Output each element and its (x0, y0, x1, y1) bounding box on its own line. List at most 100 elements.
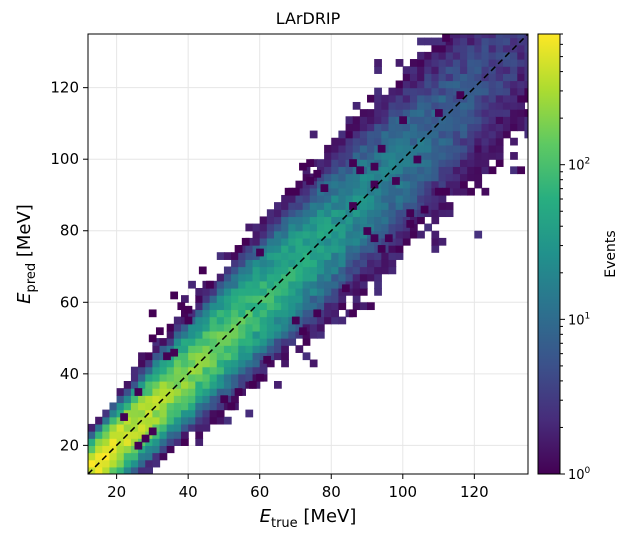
histogram-bin-outlier (392, 177, 400, 185)
histogram-bin (195, 366, 204, 375)
histogram-bin (352, 295, 361, 303)
histogram-bin (359, 173, 368, 182)
histogram-bin (402, 144, 411, 153)
histogram-bin (309, 252, 318, 260)
histogram-bin (488, 51, 497, 60)
histogram-bin (302, 216, 311, 225)
histogram-bin-outlier (120, 413, 128, 421)
histogram-bin (145, 466, 153, 474)
histogram-bin (467, 173, 475, 182)
histogram-bin (259, 330, 268, 339)
histogram-bin (524, 73, 528, 82)
histogram-bin-outlier (148, 334, 157, 343)
histogram-bin (488, 109, 497, 117)
histogram-bin (231, 287, 239, 296)
histogram-bin (288, 302, 297, 311)
histogram-bin (460, 130, 468, 139)
histogram-bin (331, 245, 339, 253)
histogram-bin (259, 295, 268, 303)
histogram-bin (374, 194, 382, 203)
histogram-bin (316, 330, 325, 339)
histogram-bin (173, 409, 182, 418)
histogram-bin (309, 287, 318, 296)
histogram-bin (438, 137, 447, 146)
histogram-bin (488, 101, 497, 110)
histogram-bin (417, 51, 425, 60)
histogram-bin (338, 194, 347, 203)
histogram-bin (309, 216, 318, 225)
histogram-bin (395, 252, 404, 260)
histogram-bin (495, 130, 504, 139)
histogram-bin (381, 180, 390, 189)
histogram-bin (331, 159, 339, 167)
histogram-bin (374, 101, 382, 110)
histogram-bin (517, 94, 526, 103)
histogram-bin (417, 173, 425, 182)
histogram-bin (388, 259, 397, 268)
histogram-bin (95, 452, 103, 461)
histogram-bin (109, 423, 118, 432)
histogram-bin (409, 123, 418, 132)
histogram-bin (302, 280, 311, 289)
histogram-bin (288, 223, 297, 232)
histogram-bin (145, 388, 153, 396)
histogram-bin (216, 416, 225, 425)
histogram-bin (188, 388, 196, 396)
histogram-bin (138, 373, 146, 382)
histogram-bin (223, 352, 232, 361)
histogram-bin-outlier (377, 144, 386, 153)
histogram-bin (338, 266, 347, 275)
histogram-bin (388, 187, 397, 196)
histogram-bin (309, 316, 318, 325)
histogram-bin (252, 287, 261, 296)
histogram-bin (245, 280, 254, 289)
histogram-bin-outlier (420, 205, 429, 214)
histogram-bin (438, 159, 447, 167)
histogram-bin (316, 216, 325, 225)
histogram-bin (195, 345, 204, 353)
histogram-bin (488, 73, 497, 82)
histogram-bin (216, 302, 225, 311)
histogram-bin (252, 366, 261, 375)
histogram-bin (116, 395, 125, 404)
histogram-bin (130, 373, 139, 382)
histogram-bin (324, 273, 332, 282)
histogram-bin (474, 37, 483, 46)
histogram-bin (331, 252, 339, 260)
histogram-bin (417, 87, 425, 96)
histogram-bin (209, 330, 218, 339)
histogram-bin (495, 37, 504, 46)
histogram-bin (295, 280, 304, 289)
histogram-bin (510, 116, 518, 125)
histogram-bin (245, 223, 254, 232)
histogram-bin (216, 388, 225, 396)
histogram-bin (309, 230, 318, 239)
histogram-bin (223, 359, 232, 368)
histogram-bin (331, 309, 339, 318)
histogram-bin (231, 259, 239, 268)
histogram-bin (431, 216, 440, 225)
histogram-bin (481, 80, 490, 89)
histogram-bin (395, 245, 404, 253)
histogram-bin (245, 259, 254, 268)
histogram-bin (417, 230, 425, 239)
histogram-bin-outlier (413, 155, 422, 164)
histogram-bin (309, 194, 318, 203)
histogram-bin (288, 323, 297, 332)
histogram-bin (88, 431, 96, 439)
histogram-bin (238, 366, 246, 375)
histogram-bin (488, 123, 497, 132)
histogram-bin (309, 259, 318, 268)
y-tick-label: 80 (60, 222, 79, 240)
histogram-bin (202, 409, 211, 418)
histogram-bin (245, 273, 254, 282)
histogram-bin (438, 51, 447, 60)
histogram-bin (238, 309, 246, 318)
histogram-bin (102, 423, 111, 432)
histogram-bin (402, 87, 411, 96)
histogram-bin (510, 109, 518, 117)
histogram-bin (374, 59, 382, 67)
histogram-bin (524, 51, 528, 60)
histogram-bin (388, 216, 397, 225)
histogram-bin (209, 287, 218, 296)
